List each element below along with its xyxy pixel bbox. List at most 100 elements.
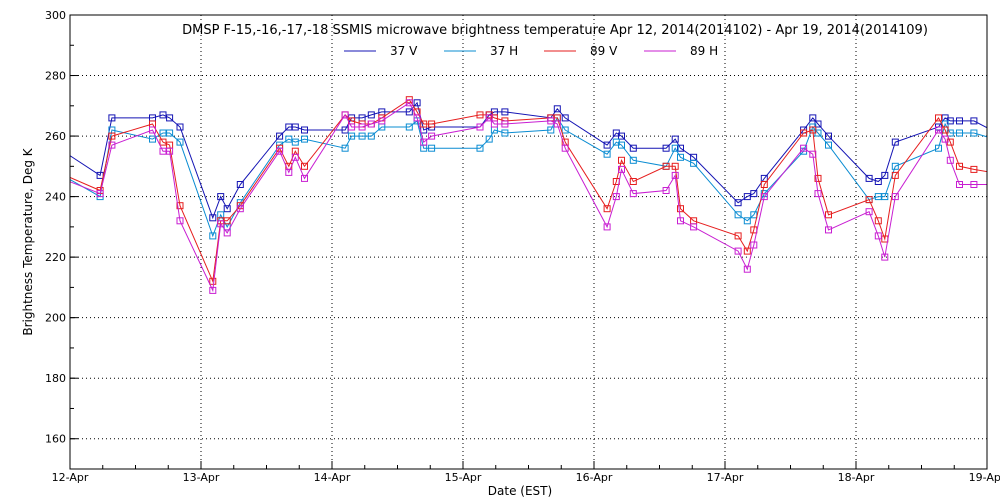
data-point — [209, 286, 217, 294]
data-point — [159, 138, 167, 146]
data-point — [301, 162, 308, 170]
data-point — [561, 114, 569, 122]
data-point — [341, 111, 349, 119]
series-89-h — [70, 99, 987, 294]
x-tick-label: 12-Apr — [52, 471, 89, 484]
series-37-v — [70, 99, 987, 222]
y-tick-label: 280 — [45, 70, 66, 83]
data-point — [750, 241, 758, 249]
data-point — [553, 120, 561, 128]
data-point — [166, 129, 174, 137]
y-tick-label: 160 — [45, 433, 66, 446]
data-point — [865, 208, 873, 216]
data-point — [501, 129, 509, 137]
data-point — [677, 205, 684, 213]
data-point — [671, 135, 679, 143]
data-point — [223, 229, 231, 237]
data-point — [671, 171, 679, 179]
legend-label: 37 H — [490, 44, 518, 58]
data-point — [367, 111, 375, 119]
data-point — [618, 141, 625, 149]
data-point — [760, 181, 768, 188]
legend-item: 89 H — [644, 44, 718, 58]
legend-item: 37 H — [444, 44, 518, 58]
series-line — [70, 116, 987, 238]
data-point — [176, 138, 184, 146]
data-point — [881, 193, 889, 201]
axis-ticks — [69, 14, 988, 470]
data-point — [358, 132, 366, 140]
data-point — [405, 108, 413, 116]
y-tick-label: 200 — [45, 312, 66, 325]
data-point — [956, 181, 963, 188]
data-point — [629, 190, 637, 198]
data-point — [209, 214, 217, 222]
data-point — [743, 265, 751, 273]
x-tick-label: 19-Apr — [969, 471, 1000, 484]
data-point — [413, 99, 421, 107]
data-point — [603, 141, 611, 149]
data-point — [159, 147, 167, 155]
data-point — [612, 193, 620, 201]
data-point — [413, 114, 421, 122]
data-point — [956, 129, 963, 137]
data-point — [476, 144, 484, 152]
data-point — [341, 144, 349, 152]
data-point — [809, 150, 817, 158]
data-point — [358, 123, 366, 131]
data-point — [405, 123, 413, 131]
data-point — [301, 126, 308, 134]
plot-area-frame — [69, 14, 988, 470]
data-point — [149, 135, 156, 143]
data-point — [428, 120, 436, 128]
data-point — [690, 223, 698, 231]
data-point — [935, 144, 942, 152]
data-point — [662, 187, 670, 194]
series-89-v — [70, 96, 987, 285]
data-point — [825, 141, 832, 149]
data-point — [760, 193, 768, 201]
data-point — [677, 153, 684, 161]
data-point — [603, 150, 611, 158]
data-point — [935, 126, 942, 134]
data-point — [874, 178, 882, 185]
data-point — [618, 132, 625, 140]
data-point — [476, 111, 484, 119]
data-point — [501, 108, 509, 116]
data-point — [825, 211, 832, 219]
data-point — [176, 123, 184, 131]
data-point — [166, 147, 174, 155]
data-point — [223, 205, 231, 213]
data-point — [561, 126, 569, 134]
data-point — [865, 196, 873, 204]
legend-label: 37 V — [390, 44, 418, 58]
data-point — [956, 117, 963, 125]
data-point — [935, 114, 942, 122]
data-point — [420, 138, 428, 146]
data-point — [108, 114, 116, 122]
data-point — [291, 153, 299, 161]
data-point — [970, 181, 978, 188]
y-tick-label: 240 — [45, 191, 66, 204]
data-point — [217, 193, 225, 201]
data-point — [276, 132, 284, 140]
data-point — [677, 217, 684, 225]
data-point — [956, 162, 963, 170]
data-point — [800, 144, 808, 152]
data-point — [618, 165, 625, 173]
x-tick-label: 18-Apr — [838, 471, 875, 484]
data-point — [891, 193, 899, 201]
data-point — [970, 165, 978, 173]
y-tick-label: 180 — [45, 372, 66, 385]
data-point — [603, 223, 611, 231]
data-point — [149, 126, 156, 134]
data-point — [671, 162, 679, 170]
data-point — [743, 217, 751, 225]
data-point — [367, 132, 375, 140]
x-tick-label: 16-Apr — [576, 471, 613, 484]
data-point — [825, 226, 832, 234]
data-point — [662, 162, 670, 170]
data-point — [865, 174, 873, 182]
